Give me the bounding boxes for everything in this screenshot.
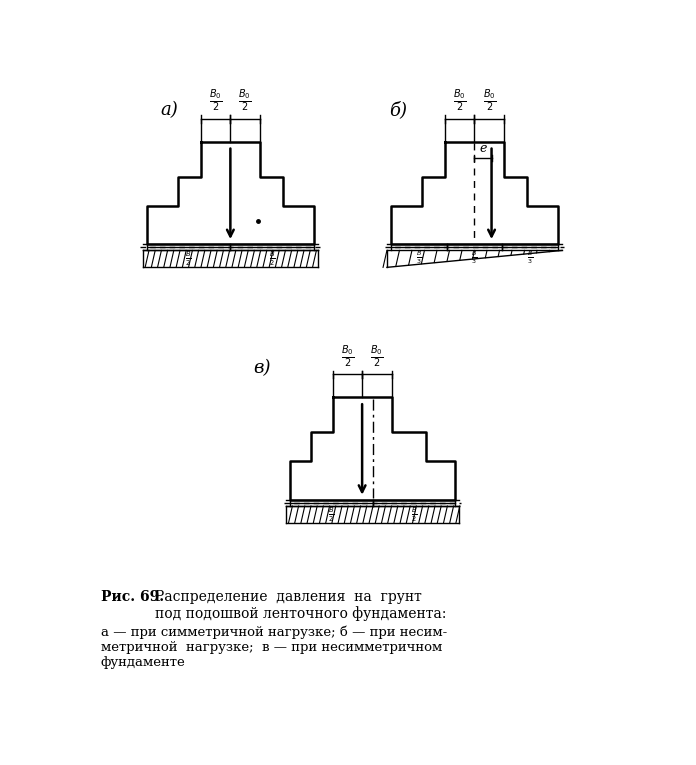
Text: $\frac{B_0}{2}$: $\frac{B_0}{2}$	[209, 88, 222, 114]
Text: $\frac{B_0}{2}$: $\frac{B_0}{2}$	[370, 343, 383, 369]
Text: $\frac{B}{2}$: $\frac{B}{2}$	[185, 249, 192, 268]
Bar	[286, 506, 459, 523]
Text: $\frac{B_0}{2}$: $\frac{B_0}{2}$	[453, 88, 466, 114]
Text: $\frac{B_0}{2}$: $\frac{B_0}{2}$	[482, 88, 496, 114]
Text: а): а)	[161, 101, 178, 119]
Text: Рис. 69.: Рис. 69.	[101, 590, 164, 604]
Text: $\frac{B}{2}$: $\frac{B}{2}$	[328, 506, 335, 523]
Text: $\frac{B}{2}$: $\frac{B}{2}$	[269, 249, 276, 268]
Text: $\frac{B}{3}$: $\frac{B}{3}$	[527, 249, 533, 266]
Text: б): б)	[389, 101, 407, 119]
Text: $\frac{B_0}{2}$: $\frac{B_0}{2}$	[239, 88, 252, 114]
Text: а — при симметричной нагрузке; б — при несим-
метричной  нагрузке;  в — при неси: а — при симметричной нагрузке; б — при н…	[101, 626, 448, 669]
Text: $\frac{B}{3}$: $\frac{B}{3}$	[416, 249, 422, 266]
Bar	[143, 250, 318, 267]
Text: е: е	[480, 142, 487, 155]
Text: в): в)	[253, 359, 271, 377]
Text: $\frac{B}{3}$: $\frac{B}{3}$	[471, 249, 477, 266]
Text: Распределение  давления  на  грунт
под подошвой ленточного фундамента:: Распределение давления на грунт под подо…	[155, 590, 447, 621]
Text: $\frac{B}{2}$: $\frac{B}{2}$	[411, 506, 417, 523]
Text: $\frac{B_0}{2}$: $\frac{B_0}{2}$	[341, 343, 354, 369]
